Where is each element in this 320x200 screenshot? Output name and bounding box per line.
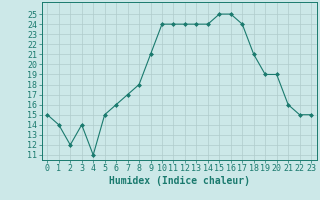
X-axis label: Humidex (Indice chaleur): Humidex (Indice chaleur) xyxy=(109,176,250,186)
